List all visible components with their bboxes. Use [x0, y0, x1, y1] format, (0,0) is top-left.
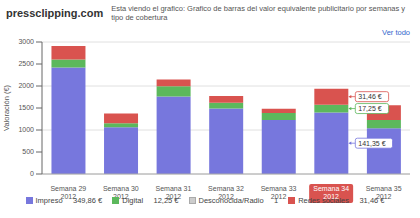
svg-text:Semana 352012: Semana 352012	[366, 185, 402, 200]
svg-text:3000: 3000	[18, 38, 34, 45]
html-text:pressclipping.com: pressclipping.com	[6, 7, 104, 19]
svg-text:2000: 2000	[18, 82, 34, 89]
svg-text:0: 0	[30, 170, 34, 177]
html-text:Ver todo: Ver todo	[382, 27, 410, 37]
html-text:Desconocida/Radio 1: Desconocida/Radio 1	[198, 196, 279, 205]
svg-text:141,35 €: 141,35 €	[358, 140, 385, 147]
html-text:Redes sociales 31,46 €: Redes sociales 31,46 €	[298, 196, 385, 205]
svg-text:1500: 1500	[18, 104, 34, 111]
svg-text:Valoración (€): Valoración (€)	[8, 84, 11, 131]
svg-text:Semana 312012: Semana 312012	[156, 185, 192, 200]
svg-text:Semana 322012: Semana 322012	[208, 185, 244, 200]
html-text:Esta viendo el grafico: Grafic: Esta viendo el grafico: Grafico de barra…	[111, 4, 406, 22]
svg-text:Semana 302012: Semana 302012	[103, 185, 139, 200]
svg-text:Semana 292012: Semana 292012	[50, 185, 86, 200]
html-text:Impreso 349,86 €: Impreso 349,86 €	[35, 196, 103, 205]
svg-text:17,25 €: 17,25 €	[358, 105, 381, 112]
svg-text:Semana 332012: Semana 332012	[261, 185, 297, 200]
svg-text:Semana 342012: Semana 342012	[313, 185, 349, 200]
svg-text:500: 500	[22, 148, 34, 155]
svg-text:1000: 1000	[18, 126, 34, 133]
svg-text:2500: 2500	[18, 60, 34, 67]
svg-text:31,46 €: 31,46 €	[358, 93, 381, 100]
html-text:Digital 12,25 €: Digital 12,25 €	[122, 196, 179, 205]
